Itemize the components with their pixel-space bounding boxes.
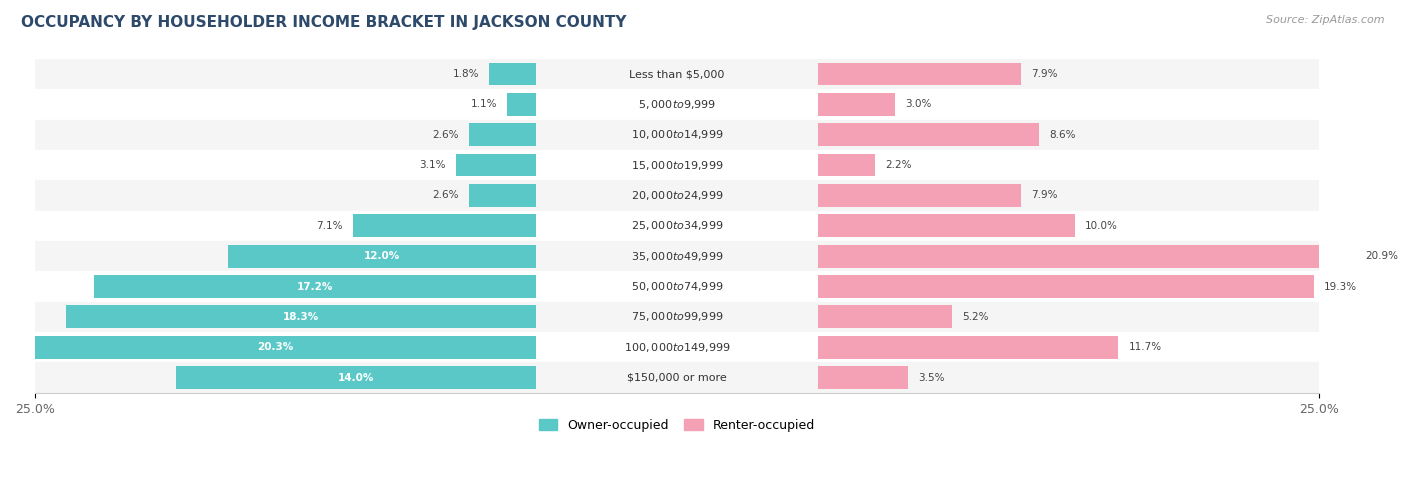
Text: $100,000 to $149,999: $100,000 to $149,999 bbox=[623, 341, 730, 354]
Bar bbox=[489, 63, 536, 85]
Text: Source: ZipAtlas.com: Source: ZipAtlas.com bbox=[1267, 15, 1385, 25]
Bar bbox=[456, 154, 536, 176]
Bar bbox=[228, 245, 536, 267]
Text: 17.2%: 17.2% bbox=[297, 281, 333, 292]
Text: 10.0%: 10.0% bbox=[1085, 221, 1118, 231]
Bar bbox=[35, 150, 1319, 180]
Bar bbox=[508, 93, 536, 116]
Bar bbox=[35, 59, 1319, 89]
Bar bbox=[35, 89, 1319, 119]
Bar bbox=[35, 302, 1319, 332]
Text: $15,000 to $19,999: $15,000 to $19,999 bbox=[631, 159, 723, 171]
Bar bbox=[66, 305, 536, 328]
Text: 8.6%: 8.6% bbox=[1049, 130, 1076, 140]
Bar bbox=[35, 119, 1319, 150]
Bar bbox=[94, 275, 536, 298]
Text: $150,000 or more: $150,000 or more bbox=[627, 373, 727, 383]
Bar bbox=[818, 336, 1119, 358]
Bar bbox=[35, 332, 1319, 362]
Bar bbox=[818, 214, 1074, 237]
Text: 11.7%: 11.7% bbox=[1129, 342, 1161, 352]
Bar bbox=[818, 154, 875, 176]
Bar bbox=[818, 123, 1039, 146]
Text: $5,000 to $9,999: $5,000 to $9,999 bbox=[638, 98, 716, 111]
Legend: Owner-occupied, Renter-occupied: Owner-occupied, Renter-occupied bbox=[534, 413, 820, 437]
Bar bbox=[35, 241, 1319, 271]
Text: 3.1%: 3.1% bbox=[419, 160, 446, 170]
Text: 7.9%: 7.9% bbox=[1031, 69, 1057, 79]
Text: 7.9%: 7.9% bbox=[1031, 190, 1057, 201]
Text: 2.6%: 2.6% bbox=[432, 190, 458, 201]
Text: 3.5%: 3.5% bbox=[918, 373, 945, 383]
Text: 18.3%: 18.3% bbox=[283, 312, 319, 322]
Text: 7.1%: 7.1% bbox=[316, 221, 343, 231]
Bar bbox=[35, 271, 1319, 302]
Bar bbox=[35, 362, 1319, 393]
Text: $35,000 to $49,999: $35,000 to $49,999 bbox=[631, 250, 723, 262]
Bar bbox=[818, 305, 952, 328]
Bar bbox=[353, 214, 536, 237]
Bar bbox=[818, 366, 908, 389]
Bar bbox=[468, 184, 536, 207]
Bar bbox=[818, 184, 1021, 207]
Bar bbox=[176, 366, 536, 389]
Bar bbox=[818, 63, 1021, 85]
Text: Less than $5,000: Less than $5,000 bbox=[628, 69, 724, 79]
Text: 12.0%: 12.0% bbox=[363, 251, 399, 261]
Bar bbox=[818, 93, 896, 116]
Text: $20,000 to $24,999: $20,000 to $24,999 bbox=[631, 189, 723, 202]
Bar bbox=[35, 180, 1319, 210]
Text: $25,000 to $34,999: $25,000 to $34,999 bbox=[631, 219, 723, 232]
Text: 5.2%: 5.2% bbox=[962, 312, 988, 322]
Text: $50,000 to $74,999: $50,000 to $74,999 bbox=[631, 280, 723, 293]
Text: $10,000 to $14,999: $10,000 to $14,999 bbox=[631, 128, 723, 141]
Text: 2.6%: 2.6% bbox=[432, 130, 458, 140]
Text: OCCUPANCY BY HOUSEHOLDER INCOME BRACKET IN JACKSON COUNTY: OCCUPANCY BY HOUSEHOLDER INCOME BRACKET … bbox=[21, 15, 627, 30]
Text: 3.0%: 3.0% bbox=[905, 99, 932, 110]
Bar bbox=[818, 275, 1313, 298]
Text: $75,000 to $99,999: $75,000 to $99,999 bbox=[631, 310, 723, 323]
Text: 2.2%: 2.2% bbox=[884, 160, 911, 170]
Bar bbox=[818, 245, 1355, 267]
Text: 1.1%: 1.1% bbox=[471, 99, 498, 110]
Bar bbox=[14, 336, 536, 358]
Text: 19.3%: 19.3% bbox=[1324, 281, 1357, 292]
Text: 20.9%: 20.9% bbox=[1365, 251, 1398, 261]
Text: 1.8%: 1.8% bbox=[453, 69, 479, 79]
Text: 14.0%: 14.0% bbox=[337, 373, 374, 383]
Bar bbox=[35, 210, 1319, 241]
Text: 20.3%: 20.3% bbox=[257, 342, 292, 352]
Bar bbox=[468, 123, 536, 146]
